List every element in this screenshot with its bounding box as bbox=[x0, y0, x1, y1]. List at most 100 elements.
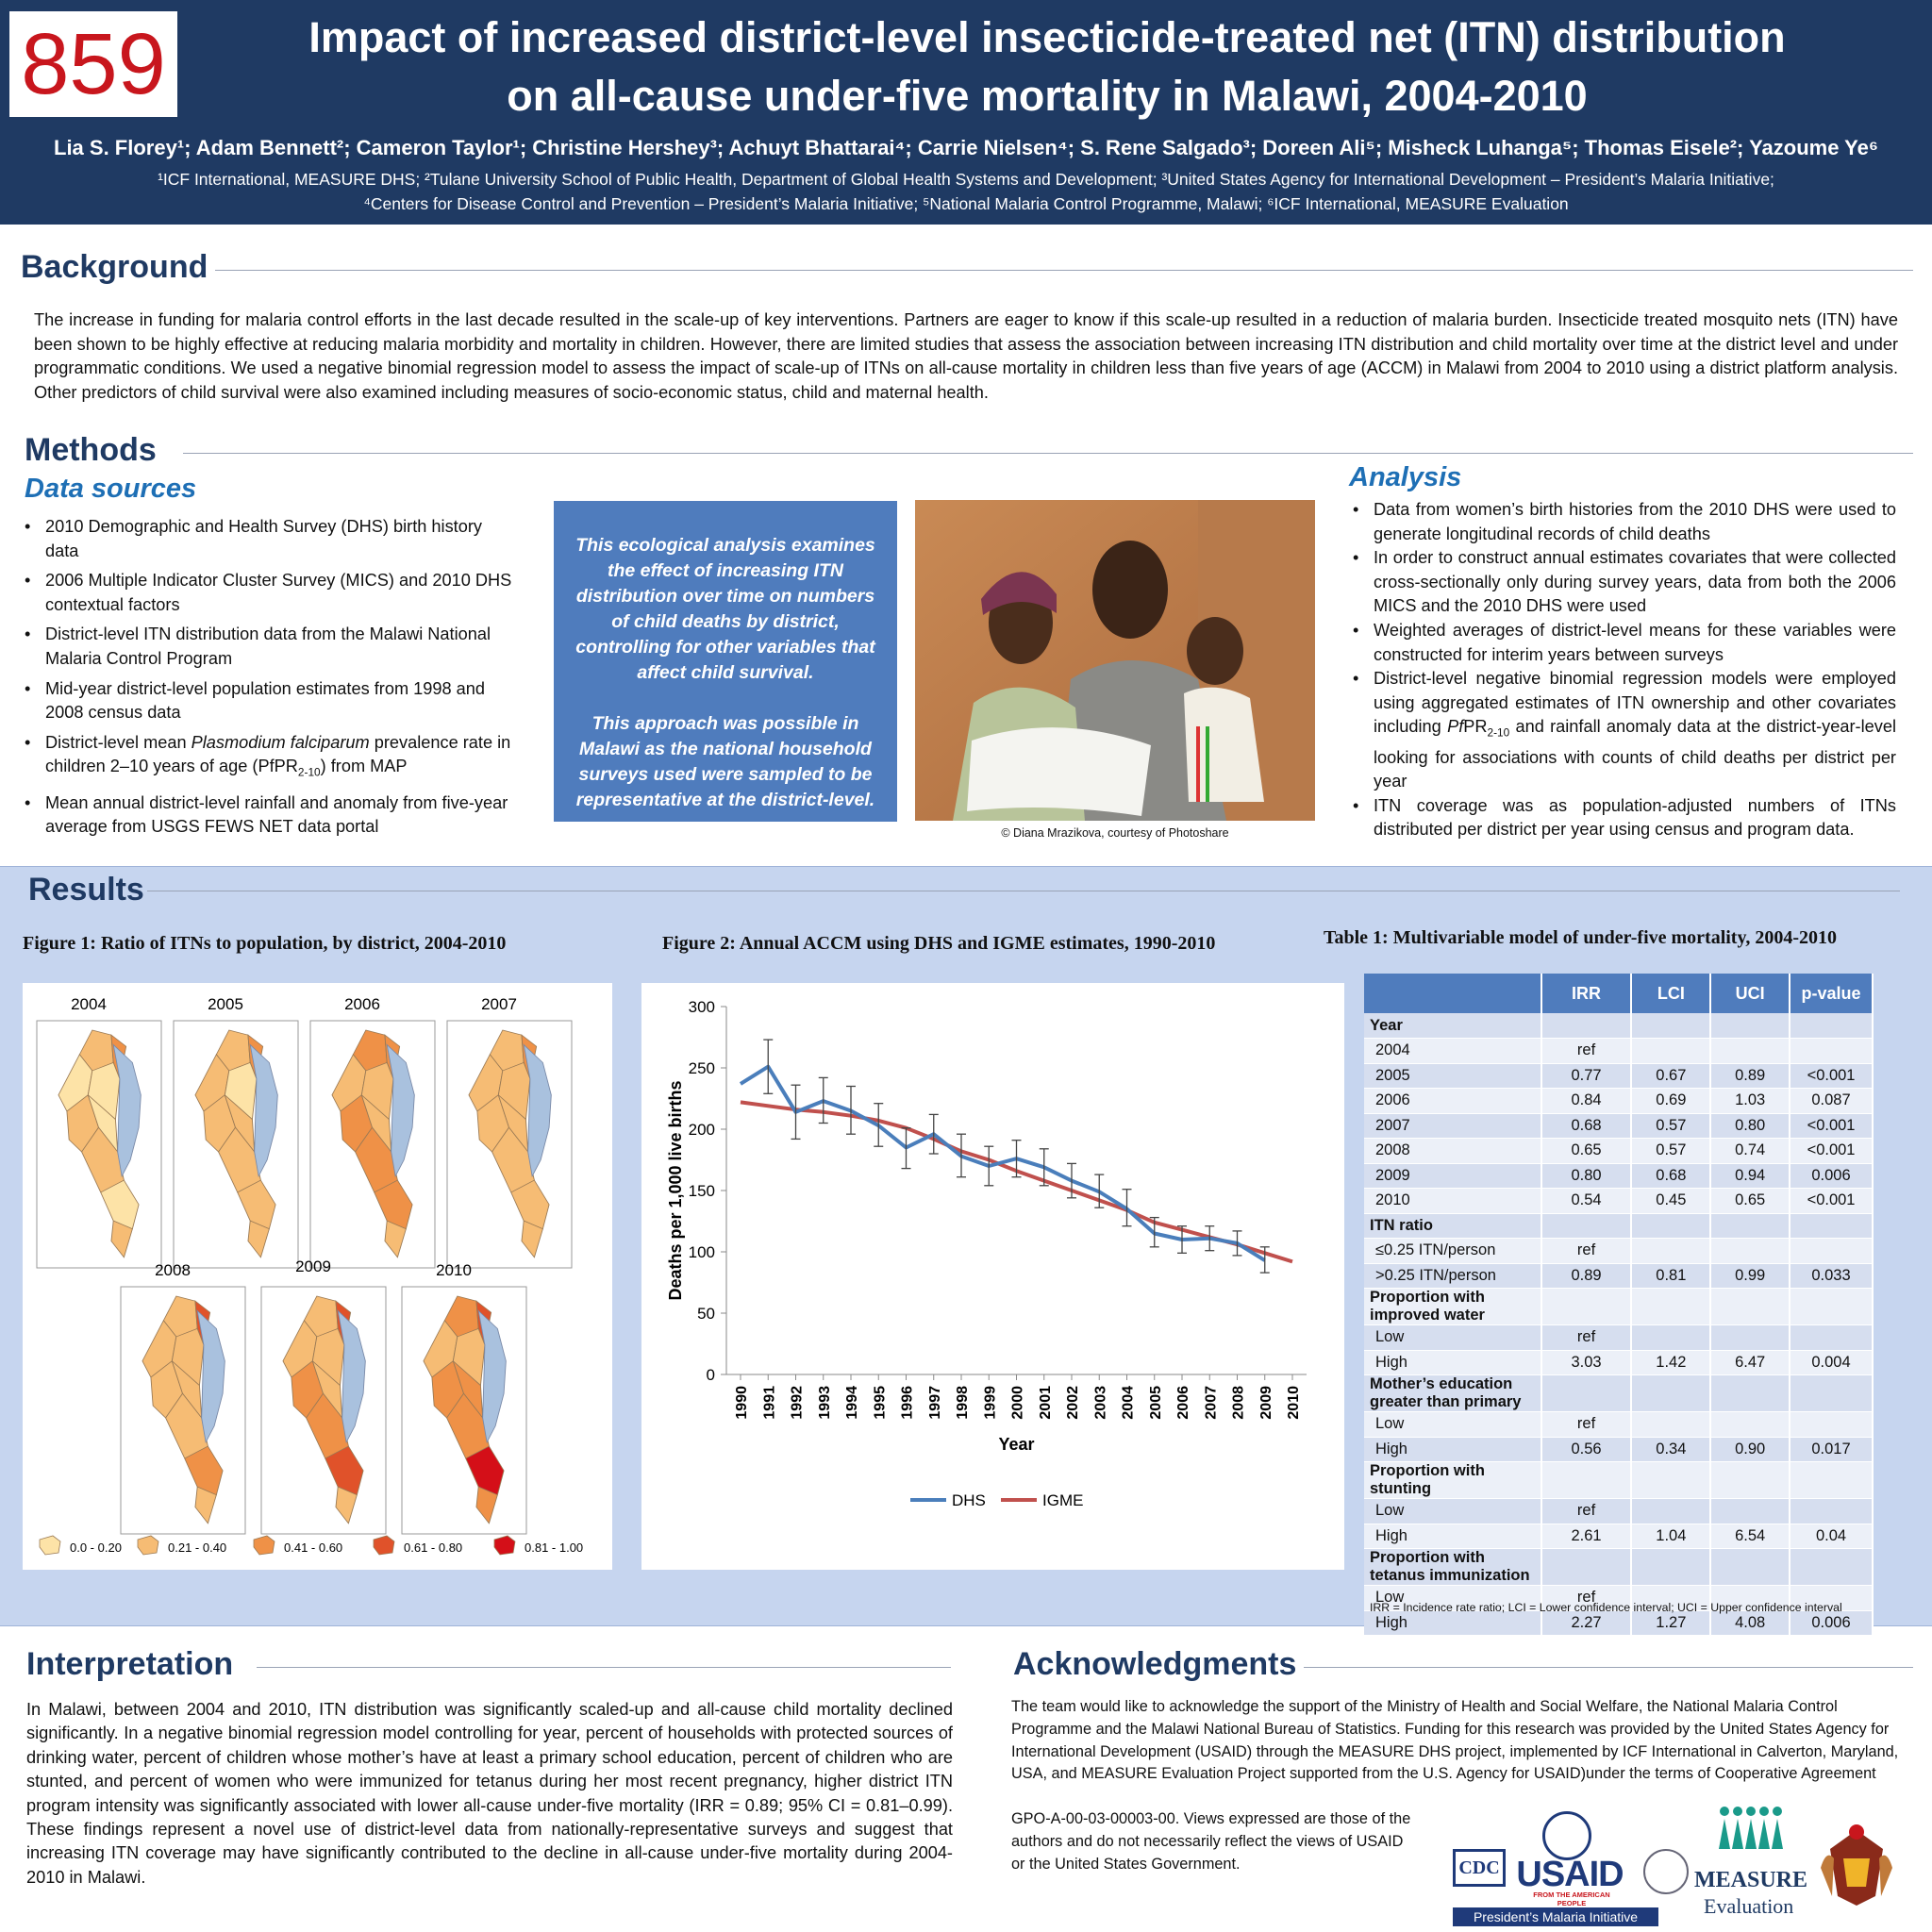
poster-title-line-2: on all-cause under-five mortality in Mal… bbox=[507, 72, 1588, 120]
table-cell: 0.89 bbox=[1710, 1063, 1791, 1089]
pmi-banner: President’s Malaria Initiative bbox=[1453, 1907, 1658, 1926]
district-region bbox=[311, 1327, 345, 1387]
table-cell: 0.81 bbox=[1631, 1263, 1712, 1289]
table-row: High 2.27 1.27 4.08 0.006 bbox=[1364, 1610, 1874, 1636]
regression-table: IRR LCI UCI p-value Year 2004 ref 2005 0.77 0.67… bbox=[1364, 974, 1874, 1636]
poster-title-line-1: Impact of increased district-level insec… bbox=[308, 13, 1786, 61]
family-photo bbox=[915, 500, 1315, 821]
district-map-2010 bbox=[401, 1286, 527, 1535]
table-cell bbox=[1541, 1288, 1633, 1325]
district-region bbox=[360, 1061, 394, 1121]
district-region bbox=[497, 1061, 531, 1121]
table-cell: 2.27 bbox=[1541, 1610, 1633, 1636]
error-bar bbox=[1094, 1174, 1105, 1208]
table-row: Proportion with improved water bbox=[1364, 1288, 1874, 1325]
table-cell: 0.004 bbox=[1790, 1350, 1874, 1375]
table-cell: 2006 bbox=[1364, 1088, 1542, 1114]
table-cell bbox=[1631, 1038, 1712, 1064]
legend-label: 0.61 - 0.80 bbox=[404, 1541, 462, 1555]
affiliations-line-1: ¹ICF International, MEASURE DHS; ²Tulane… bbox=[158, 170, 1774, 189]
table-cell bbox=[1631, 1461, 1712, 1499]
x-tick-label: 1993 bbox=[817, 1386, 833, 1420]
analysis-heading: Analysis bbox=[1349, 462, 1462, 492]
measure-logo: MEASURE bbox=[1694, 1868, 1808, 1892]
district-map-2009 bbox=[260, 1286, 387, 1535]
lake-malawi bbox=[112, 1043, 142, 1178]
legend-swatch bbox=[253, 1535, 275, 1556]
table-cell bbox=[1790, 1374, 1874, 1412]
district-region bbox=[335, 1486, 358, 1524]
error-bar bbox=[957, 1133, 966, 1178]
table-cell: Proportion with improved water bbox=[1364, 1288, 1542, 1325]
table-row: 2010 0.54 0.45 0.65 <0.001 bbox=[1364, 1188, 1874, 1214]
table-cell bbox=[1790, 1585, 1874, 1611]
x-tick-label: 2007 bbox=[1203, 1386, 1219, 1420]
district-region bbox=[325, 1445, 364, 1496]
district-map-2006 bbox=[309, 1020, 436, 1269]
x-tick-label: 2010 bbox=[1286, 1386, 1302, 1420]
table-cell: Year bbox=[1364, 1013, 1542, 1039]
error-bar bbox=[791, 1084, 801, 1141]
district-map-2008 bbox=[120, 1286, 246, 1535]
x-tick-label: 2006 bbox=[1175, 1386, 1191, 1420]
table-cell: 0.74 bbox=[1710, 1138, 1791, 1164]
results-heading: Results bbox=[28, 872, 144, 908]
table-cell bbox=[1790, 1288, 1874, 1325]
table-1: IRR LCI UCI p-value Year 2004 ref 2005 0.77 0.67… bbox=[1364, 974, 1874, 1636]
table-cell: Low bbox=[1364, 1411, 1542, 1438]
x-tick-label: 2005 bbox=[1148, 1386, 1164, 1420]
lake-malawi bbox=[337, 1309, 366, 1444]
y-tick-label: 50 bbox=[697, 1305, 715, 1323]
methods-heading: Methods bbox=[25, 432, 157, 468]
series-line-dhs bbox=[739, 1064, 1266, 1262]
table-cell: 2008 bbox=[1364, 1138, 1542, 1164]
malawi-coat-of-arms-icon bbox=[1821, 1824, 1892, 1906]
acknowledgments-text: The team would like to acknowledge the s… bbox=[1011, 1698, 1899, 1783]
table-cell: 2.61 bbox=[1541, 1524, 1633, 1549]
table-cell: 0.006 bbox=[1790, 1610, 1874, 1636]
table-cell: ref bbox=[1541, 1498, 1633, 1524]
district-region bbox=[374, 1179, 413, 1230]
district-region bbox=[465, 1445, 505, 1496]
table-cell: >0.25 ITN/person bbox=[1364, 1263, 1542, 1289]
table-cell: 0.99 bbox=[1710, 1263, 1791, 1289]
table-cell: 2005 bbox=[1364, 1063, 1542, 1089]
error-bar bbox=[901, 1127, 911, 1170]
list-item: District-level ITN distribution data fro… bbox=[23, 623, 519, 671]
table-cell: 3.03 bbox=[1541, 1350, 1633, 1375]
photo-credit: © Diana Mrazikova, courtesy of Photoshar… bbox=[1001, 826, 1229, 840]
y-tick-label: 100 bbox=[689, 1243, 715, 1261]
table-cell: 2007 bbox=[1364, 1113, 1542, 1139]
error-bar bbox=[984, 1145, 994, 1187]
table-cell: 0.65 bbox=[1541, 1138, 1633, 1164]
table-cell bbox=[1710, 1585, 1791, 1611]
table-cell: 0.80 bbox=[1541, 1163, 1633, 1189]
table-cell: High bbox=[1364, 1437, 1542, 1462]
table-cell bbox=[1631, 1324, 1712, 1351]
table-cell: Mother’s education greater than primary bbox=[1364, 1374, 1542, 1412]
district-region bbox=[110, 1220, 133, 1258]
table-cell: <0.001 bbox=[1790, 1188, 1874, 1214]
list-item: In order to construct annual estimates c… bbox=[1351, 546, 1896, 619]
list-item: Mean annual district-level rainfall and … bbox=[23, 791, 519, 840]
list-item: 2006 Multiple Indicator Cluster Survey (… bbox=[23, 569, 519, 617]
x-tick-label: 1999 bbox=[982, 1386, 998, 1420]
table-cell bbox=[1710, 1498, 1791, 1524]
table-cell: ≤0.25 ITN/person bbox=[1364, 1238, 1542, 1264]
table-cell bbox=[1710, 1213, 1791, 1239]
table-cell bbox=[1710, 1038, 1791, 1064]
table-cell bbox=[1631, 1548, 1712, 1586]
x-tick-label: 1994 bbox=[844, 1386, 860, 1420]
legend-label: 0.0 - 0.20 bbox=[70, 1541, 122, 1555]
x-tick-label: 2009 bbox=[1258, 1386, 1274, 1420]
acknowledgments-heading: Acknowledgments bbox=[1013, 1646, 1297, 1682]
table-cell bbox=[1710, 1548, 1791, 1586]
approach-callout-box: This ecological analysis examines the ef… bbox=[554, 501, 897, 822]
district-region bbox=[247, 1220, 270, 1258]
table-cell bbox=[1541, 1213, 1633, 1239]
table-header-cell bbox=[1364, 974, 1542, 1013]
legend-label: 0.81 - 1.00 bbox=[525, 1541, 583, 1555]
table-row: 2006 0.84 0.69 1.03 0.087 bbox=[1364, 1088, 1874, 1114]
measure-evaluation-logo: Evaluation bbox=[1704, 1894, 1794, 1918]
figure-2-panel: 0 50 100 150 200 250 300 1990 1991 1992 1993 1994 19… bbox=[641, 983, 1344, 1570]
